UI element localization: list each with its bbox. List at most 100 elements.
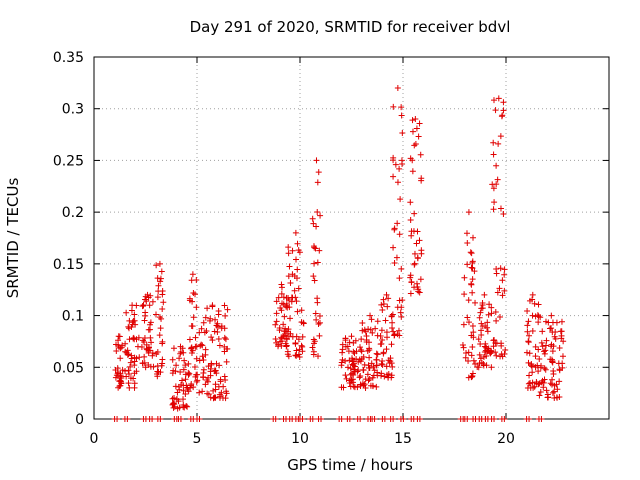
data-point bbox=[494, 289, 501, 296]
y-tick-label: 0.2 bbox=[62, 205, 84, 221]
data-point bbox=[493, 162, 500, 169]
data-point bbox=[141, 353, 148, 360]
data-point bbox=[285, 244, 292, 251]
data-point bbox=[355, 358, 362, 365]
data-point bbox=[289, 271, 296, 278]
data-point bbox=[361, 361, 368, 368]
data-point bbox=[115, 333, 122, 340]
data-point bbox=[212, 381, 219, 388]
data-point bbox=[500, 99, 507, 106]
y-axis-title: SRMTID / TECUs bbox=[4, 178, 22, 299]
data-point bbox=[379, 361, 386, 368]
data-point bbox=[272, 335, 279, 342]
data-point bbox=[526, 372, 533, 379]
data-point bbox=[536, 380, 543, 387]
data-point bbox=[407, 274, 414, 281]
data-point bbox=[523, 349, 530, 356]
data-point bbox=[540, 348, 547, 355]
data-point bbox=[396, 275, 403, 282]
data-point bbox=[208, 334, 215, 341]
data-point bbox=[192, 334, 199, 341]
data-point bbox=[502, 347, 509, 354]
data-point bbox=[114, 365, 121, 372]
data-point bbox=[221, 302, 228, 309]
data-point bbox=[153, 311, 160, 318]
data-point bbox=[385, 295, 392, 302]
data-point bbox=[347, 365, 354, 372]
data-point bbox=[278, 342, 285, 349]
data-point bbox=[529, 291, 536, 298]
data-point bbox=[525, 359, 532, 366]
data-point bbox=[158, 315, 165, 322]
data-point bbox=[370, 363, 377, 370]
data-point bbox=[176, 355, 183, 362]
data-point bbox=[374, 318, 381, 325]
data-point bbox=[357, 416, 364, 422]
data-point bbox=[551, 382, 558, 389]
data-point bbox=[415, 288, 422, 295]
data-point bbox=[465, 209, 472, 216]
data-point bbox=[200, 366, 207, 373]
data-point bbox=[383, 363, 390, 370]
data-point bbox=[313, 316, 320, 323]
data-point bbox=[200, 319, 207, 326]
data-point bbox=[416, 289, 423, 296]
data-point bbox=[394, 85, 401, 92]
data-point bbox=[524, 307, 531, 314]
data-point bbox=[371, 416, 378, 422]
data-point bbox=[216, 342, 223, 349]
data-point bbox=[218, 389, 225, 396]
data-point bbox=[539, 343, 546, 350]
data-point bbox=[202, 314, 209, 321]
data-point bbox=[292, 229, 299, 236]
data-point bbox=[469, 276, 476, 283]
data-point bbox=[292, 294, 299, 301]
data-point bbox=[478, 331, 485, 338]
data-point bbox=[535, 301, 542, 308]
data-point bbox=[377, 332, 384, 339]
data-point bbox=[352, 337, 359, 344]
data-point bbox=[539, 377, 546, 384]
data-point bbox=[169, 356, 176, 363]
data-point bbox=[173, 362, 180, 369]
data-point bbox=[490, 139, 497, 146]
x-axis-title: GPS time / hours bbox=[287, 456, 413, 474]
data-point bbox=[213, 360, 220, 367]
data-point bbox=[537, 388, 544, 395]
data-point bbox=[361, 381, 368, 388]
data-point bbox=[526, 350, 533, 357]
data-points bbox=[111, 85, 567, 422]
data-point bbox=[298, 307, 305, 314]
data-point bbox=[295, 285, 302, 292]
data-point bbox=[463, 350, 470, 357]
data-point bbox=[338, 416, 345, 422]
data-point bbox=[390, 328, 397, 335]
data-point bbox=[399, 130, 406, 137]
data-point bbox=[357, 373, 364, 380]
data-point bbox=[286, 304, 293, 311]
data-point bbox=[211, 328, 218, 335]
data-point bbox=[373, 356, 380, 363]
data-point bbox=[214, 323, 221, 330]
data-point bbox=[224, 345, 231, 352]
data-point bbox=[207, 372, 214, 379]
data-point bbox=[311, 277, 318, 284]
data-point bbox=[525, 318, 532, 325]
data-point bbox=[468, 352, 475, 359]
data-point bbox=[408, 279, 415, 286]
data-point bbox=[531, 300, 538, 307]
data-point bbox=[309, 344, 316, 351]
data-point bbox=[464, 314, 471, 321]
data-point bbox=[558, 335, 565, 342]
data-point bbox=[468, 250, 475, 257]
data-point bbox=[380, 349, 387, 356]
data-point bbox=[190, 314, 197, 321]
data-point bbox=[490, 185, 497, 192]
data-point bbox=[388, 374, 395, 381]
data-point bbox=[486, 301, 493, 308]
data-point bbox=[460, 321, 467, 328]
data-point bbox=[373, 362, 380, 369]
data-point bbox=[499, 292, 506, 299]
data-point bbox=[541, 365, 548, 372]
data-point bbox=[316, 332, 323, 339]
